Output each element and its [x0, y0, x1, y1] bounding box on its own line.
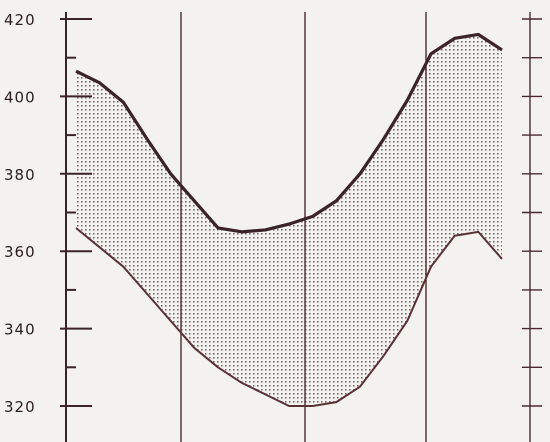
y-tick-label-400: 400 [4, 88, 36, 106]
y-tick-label-360: 360 [4, 243, 36, 261]
y-tick-label-420: 420 [4, 11, 36, 29]
band-fill [76, 34, 502, 406]
series-lower-line [75, 227, 503, 407]
series-upper-line [75, 32, 503, 234]
y-tick-label-380: 380 [4, 166, 36, 184]
y-tick-label-320: 320 [4, 398, 36, 416]
y-tick-label-340: 340 [4, 321, 36, 339]
